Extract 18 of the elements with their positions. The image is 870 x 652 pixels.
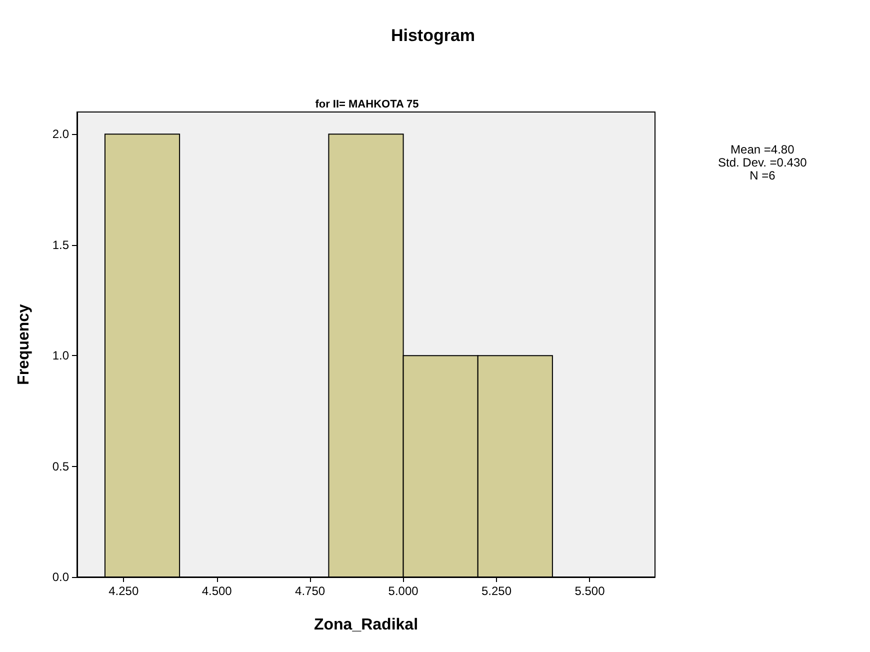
chart-title: Histogram	[390, 26, 476, 45]
x-tick-label: 5.500	[574, 584, 606, 598]
y-axis-title: Frequency	[16, 304, 32, 385]
text: N =6	[750, 168, 776, 182]
x-tick-label: 4.750	[295, 584, 326, 598]
text: Std. Dev. =0.430	[718, 156, 808, 170]
x-tick-label: 5.000	[388, 584, 419, 598]
y-tick-label: 1.0	[52, 348, 70, 363]
x-tick-label: 5.250	[482, 584, 512, 598]
x-tick-label: 4.500	[202, 584, 232, 598]
x-axis-title: Zona_Radikal	[314, 616, 418, 634]
y-tick-label: 0.5	[52, 459, 70, 474]
x-tick-label: 4.250	[108, 584, 139, 598]
chart-subtitle: for II= MAHKOTA 75	[315, 98, 419, 110]
y-tick-label: 0.0	[52, 570, 70, 584]
y-tick-label: 2.0	[52, 127, 70, 142]
y-tick-label: 1.5	[52, 238, 70, 252]
text: Mean =4.80	[730, 142, 795, 156]
